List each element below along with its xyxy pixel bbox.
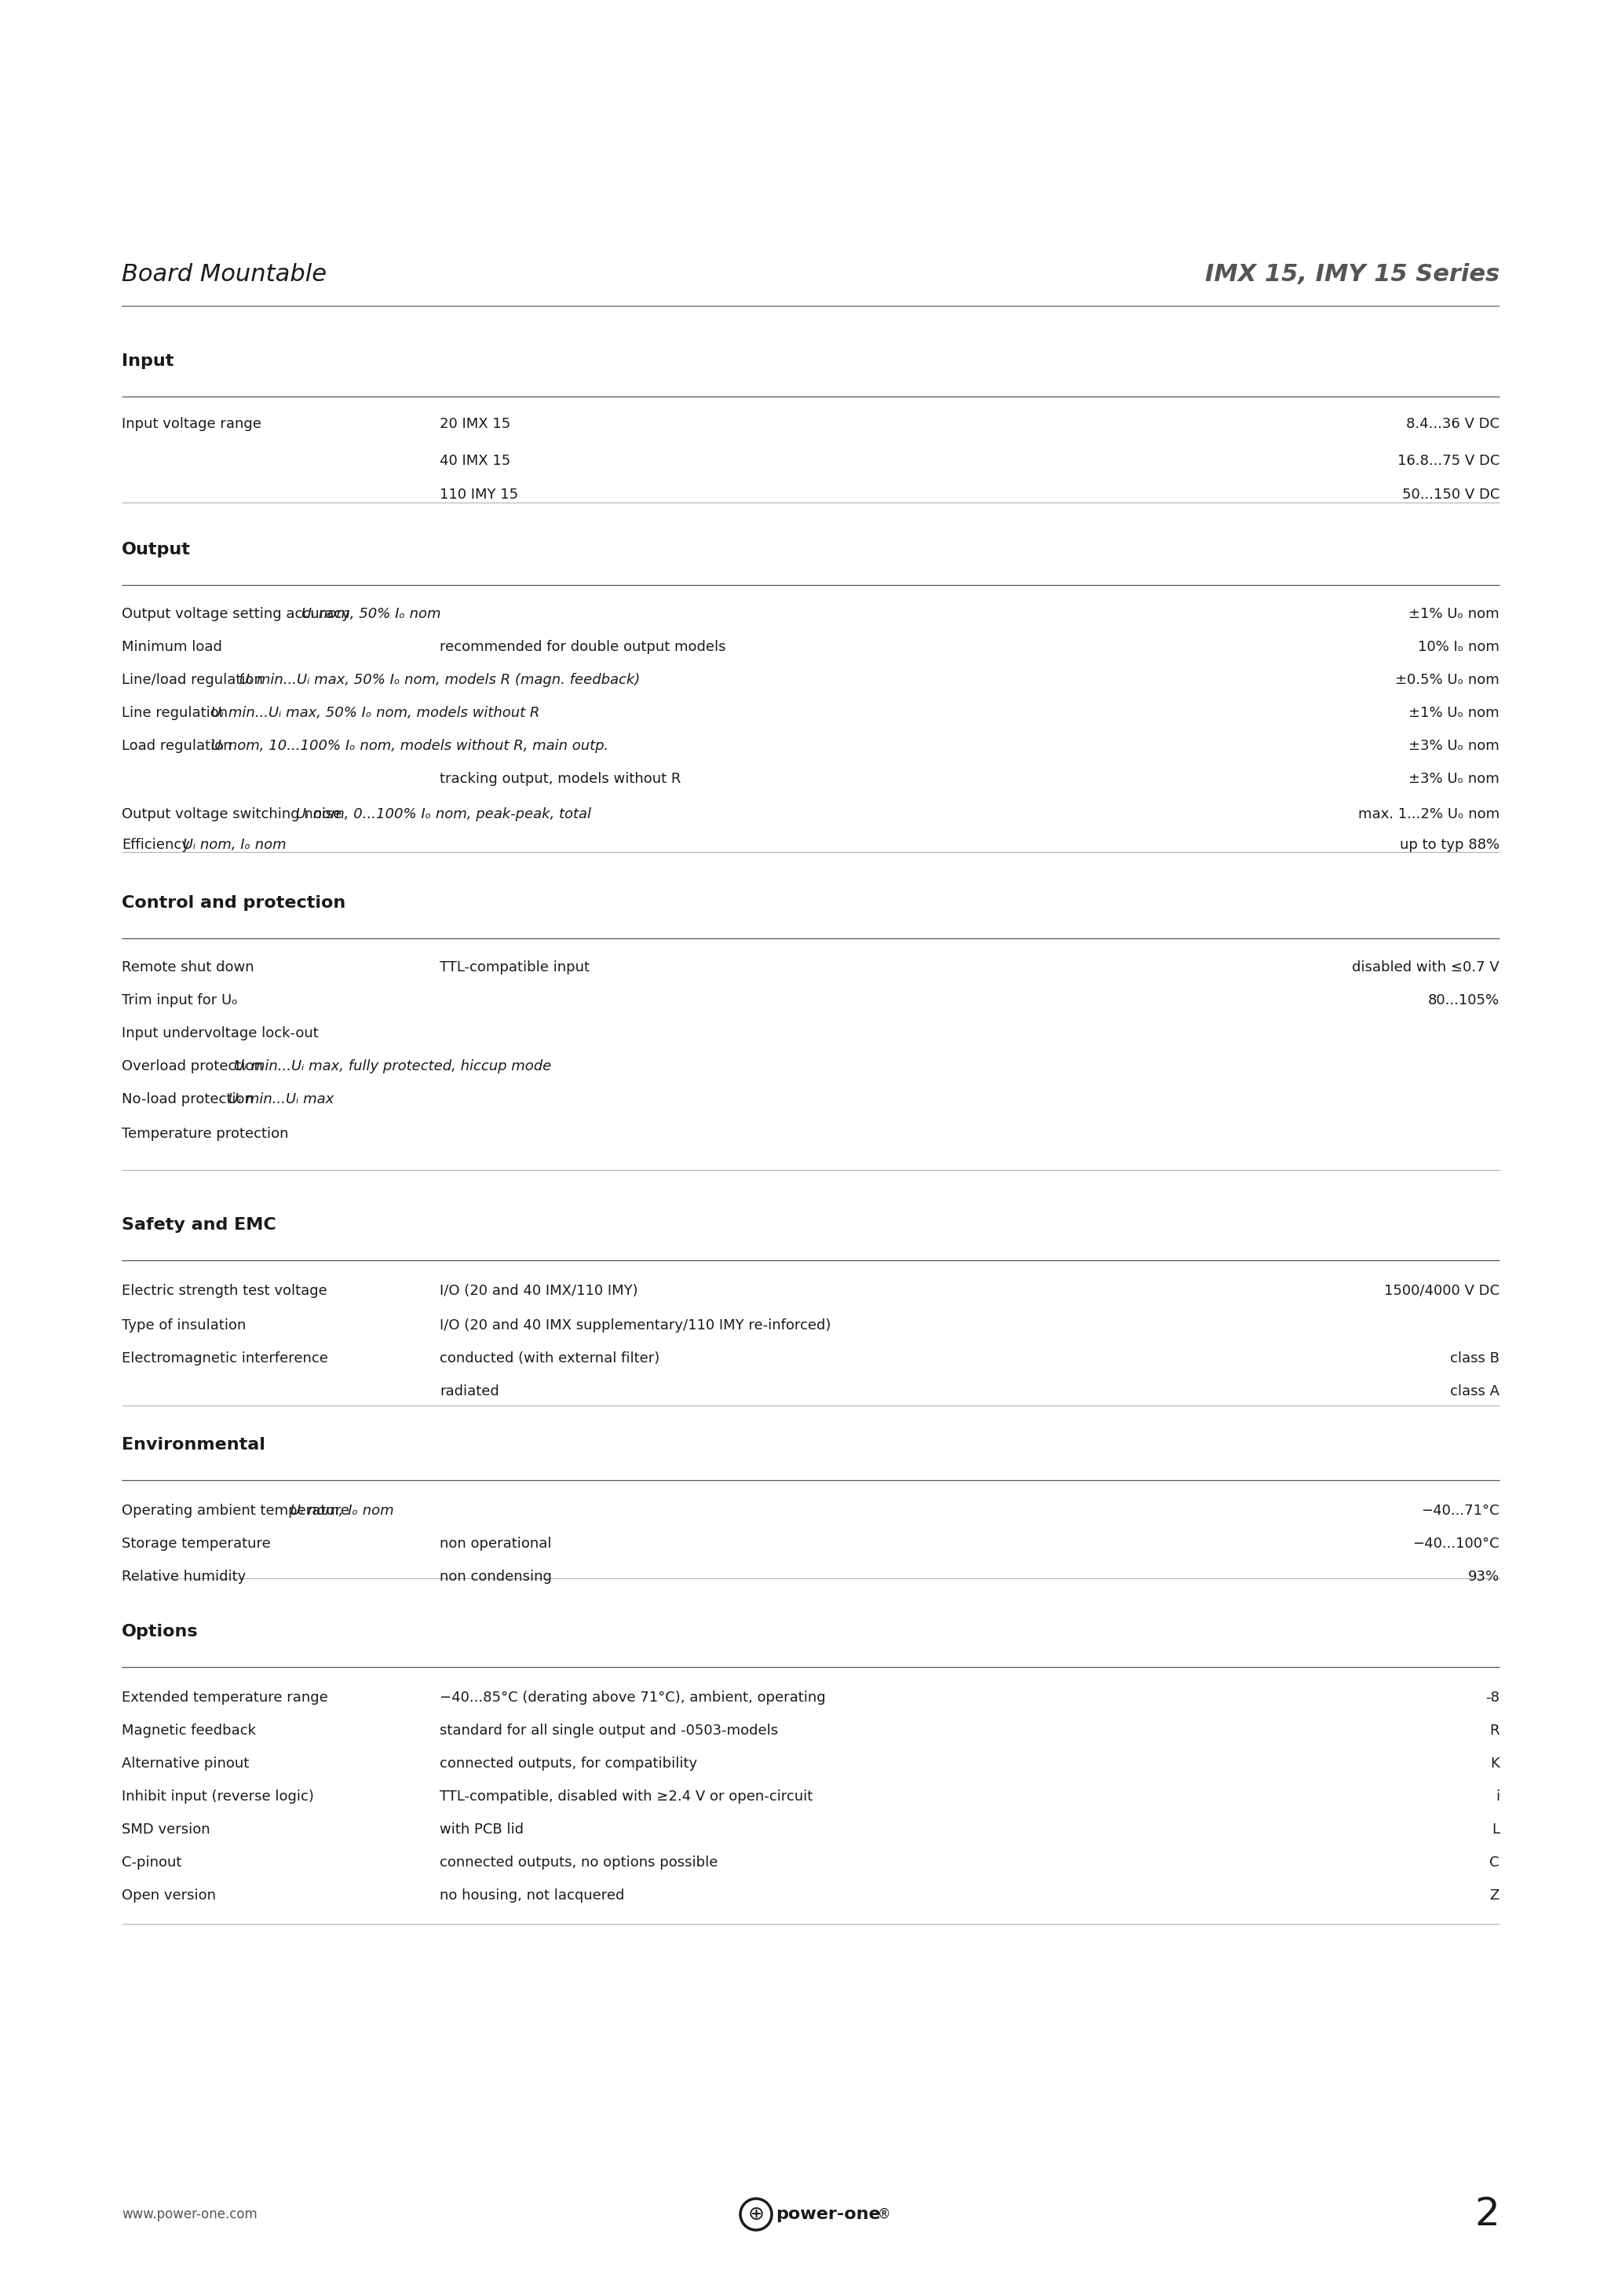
Text: Trim input for Uₒ: Trim input for Uₒ <box>122 994 238 1008</box>
Text: Remote shut down: Remote shut down <box>122 960 255 974</box>
Text: K: K <box>1491 1756 1499 1770</box>
Text: Minimum load: Minimum load <box>122 641 222 654</box>
Text: C-pinout: C-pinout <box>122 1855 182 1869</box>
Text: Output: Output <box>122 542 191 558</box>
Text: 2: 2 <box>1474 2195 1499 2234</box>
Text: Output voltage switching noise: Output voltage switching noise <box>122 808 342 822</box>
Text: ®: ® <box>878 2206 890 2223</box>
Text: Uᵢ nom, 50% Iₒ nom: Uᵢ nom, 50% Iₒ nom <box>297 606 441 622</box>
Text: I/O (20 and 40 IMX/110 IMY): I/O (20 and 40 IMX/110 IMY) <box>440 1283 637 1297</box>
Text: Environmental: Environmental <box>122 1437 266 1453</box>
Text: −40...85°C (derating above 71°C), ambient, operating: −40...85°C (derating above 71°C), ambien… <box>440 1690 826 1704</box>
Text: ±3% Uₒ nom: ±3% Uₒ nom <box>1408 739 1499 753</box>
Text: class B: class B <box>1450 1352 1499 1366</box>
Text: Board Mountable: Board Mountable <box>122 264 326 287</box>
Text: 8.4...36 V DC: 8.4...36 V DC <box>1406 418 1499 432</box>
Text: Overload protection: Overload protection <box>122 1058 263 1075</box>
Text: Magnetic feedback: Magnetic feedback <box>122 1724 256 1738</box>
Text: non condensing: non condensing <box>440 1570 551 1584</box>
Text: Input undervoltage lock-out: Input undervoltage lock-out <box>122 1026 318 1040</box>
Text: Input voltage range: Input voltage range <box>122 418 261 432</box>
Text: C: C <box>1489 1855 1499 1869</box>
Text: Uᵢ nom, Iₒ nom: Uᵢ nom, Iₒ nom <box>285 1504 394 1518</box>
Text: 20 IMX 15: 20 IMX 15 <box>440 418 511 432</box>
Text: 110 IMY 15: 110 IMY 15 <box>440 487 519 503</box>
Text: Uᵢ min...Uᵢ max: Uᵢ min...Uᵢ max <box>224 1093 334 1107</box>
Text: Electric strength test voltage: Electric strength test voltage <box>122 1283 328 1297</box>
Text: 16.8...75 V DC: 16.8...75 V DC <box>1397 455 1499 468</box>
Text: Electromagnetic interference: Electromagnetic interference <box>122 1352 328 1366</box>
Text: recommended for double output models: recommended for double output models <box>440 641 725 654</box>
Text: Line regulation: Line regulation <box>122 705 227 721</box>
Text: 10% Iₒ nom: 10% Iₒ nom <box>1418 641 1499 654</box>
Text: tracking output, models without R: tracking output, models without R <box>440 771 681 785</box>
Text: max. 1...2% Uₒ nom: max. 1...2% Uₒ nom <box>1358 808 1499 822</box>
Text: ±0.5% Uₒ nom: ±0.5% Uₒ nom <box>1395 673 1499 687</box>
Text: I/O (20 and 40 IMX supplementary/110 IMY re-inforced): I/O (20 and 40 IMX supplementary/110 IMY… <box>440 1318 830 1332</box>
Text: IMX 15, IMY 15 Series: IMX 15, IMY 15 Series <box>1205 264 1499 287</box>
Text: −40...100°C: −40...100°C <box>1413 1536 1499 1550</box>
Text: −40...71°C: −40...71°C <box>1421 1504 1499 1518</box>
Text: Uᵢ nom, 10...100% Iₒ nom, models without R, main outp.: Uᵢ nom, 10...100% Iₒ nom, models without… <box>206 739 608 753</box>
Text: TTL-compatible, disabled with ≥2.4 V or open-circuit: TTL-compatible, disabled with ≥2.4 V or … <box>440 1789 813 1805</box>
Text: radiated: radiated <box>440 1384 500 1398</box>
Text: ⊕: ⊕ <box>748 2204 764 2225</box>
Text: ±1% Uₒ nom: ±1% Uₒ nom <box>1410 705 1499 721</box>
Text: SMD version: SMD version <box>122 1823 211 1837</box>
Text: Relative humidity: Relative humidity <box>122 1570 247 1584</box>
Text: -8: -8 <box>1486 1690 1499 1704</box>
Text: Inhibit input (reverse logic): Inhibit input (reverse logic) <box>122 1789 315 1805</box>
Text: 40 IMX 15: 40 IMX 15 <box>440 455 511 468</box>
Text: Efficiency: Efficiency <box>122 838 190 852</box>
Text: Type of insulation: Type of insulation <box>122 1318 247 1332</box>
Text: Storage temperature: Storage temperature <box>122 1536 271 1550</box>
Text: 93%: 93% <box>1468 1570 1499 1584</box>
Text: no housing, not lacquered: no housing, not lacquered <box>440 1890 624 1903</box>
Text: standard for all single output and -0503-models: standard for all single output and -0503… <box>440 1724 779 1738</box>
Text: Uᵢ min...Uᵢ max, 50% Iₒ nom, models R (magn. feedback): Uᵢ min...Uᵢ max, 50% Iₒ nom, models R (m… <box>235 673 641 687</box>
Text: disabled with ≤0.7 V: disabled with ≤0.7 V <box>1353 960 1499 974</box>
Text: Load regulation: Load regulation <box>122 739 232 753</box>
Text: Line/load regulation: Line/load regulation <box>122 673 263 687</box>
Text: power-one: power-one <box>775 2206 881 2223</box>
Text: Output voltage setting accuracy: Output voltage setting accuracy <box>122 606 350 622</box>
Text: i: i <box>1495 1789 1499 1805</box>
Text: connected outputs, no options possible: connected outputs, no options possible <box>440 1855 719 1869</box>
Text: conducted (with external filter): conducted (with external filter) <box>440 1352 660 1366</box>
Text: Control and protection: Control and protection <box>122 895 345 912</box>
Text: with PCB lid: with PCB lid <box>440 1823 524 1837</box>
Text: Uᵢ min...Uᵢ max, fully protected, hiccup mode: Uᵢ min...Uᵢ max, fully protected, hiccup… <box>229 1058 551 1075</box>
Text: L: L <box>1492 1823 1499 1837</box>
Text: TTL-compatible input: TTL-compatible input <box>440 960 590 974</box>
Text: ±1% Uₒ nom: ±1% Uₒ nom <box>1410 606 1499 622</box>
Text: Operating ambient temperature: Operating ambient temperature <box>122 1504 349 1518</box>
Text: www.power-one.com: www.power-one.com <box>122 2206 258 2223</box>
Text: Z: Z <box>1491 1890 1499 1903</box>
Text: Options: Options <box>122 1623 198 1639</box>
Text: Uᵢ nom, Iₒ nom: Uᵢ nom, Iₒ nom <box>178 838 285 852</box>
Text: Temperature protection: Temperature protection <box>122 1127 289 1141</box>
Text: non operational: non operational <box>440 1536 551 1550</box>
Text: Extended temperature range: Extended temperature range <box>122 1690 328 1704</box>
Text: ±3% Uₒ nom: ±3% Uₒ nom <box>1408 771 1499 785</box>
Text: Safety and EMC: Safety and EMC <box>122 1217 276 1233</box>
Text: Open version: Open version <box>122 1890 216 1903</box>
Text: R: R <box>1489 1724 1499 1738</box>
Text: Input: Input <box>122 354 174 370</box>
Text: class A: class A <box>1450 1384 1499 1398</box>
Text: up to typ 88%: up to typ 88% <box>1400 838 1499 852</box>
Text: 1500/4000 V DC: 1500/4000 V DC <box>1384 1283 1499 1297</box>
Text: 80...105%: 80...105% <box>1427 994 1499 1008</box>
Text: Alternative pinout: Alternative pinout <box>122 1756 250 1770</box>
Text: 50...150 V DC: 50...150 V DC <box>1401 487 1499 503</box>
Text: Uᵢ nom, 0...100% Iₒ nom, peak-peak, total: Uᵢ nom, 0...100% Iₒ nom, peak-peak, tota… <box>292 808 590 822</box>
Text: connected outputs, for compatibility: connected outputs, for compatibility <box>440 1756 697 1770</box>
Text: Uᵢ min...Uᵢ max, 50% Iₒ nom, models without R: Uᵢ min...Uᵢ max, 50% Iₒ nom, models with… <box>206 705 540 721</box>
Text: No-load protection: No-load protection <box>122 1093 253 1107</box>
